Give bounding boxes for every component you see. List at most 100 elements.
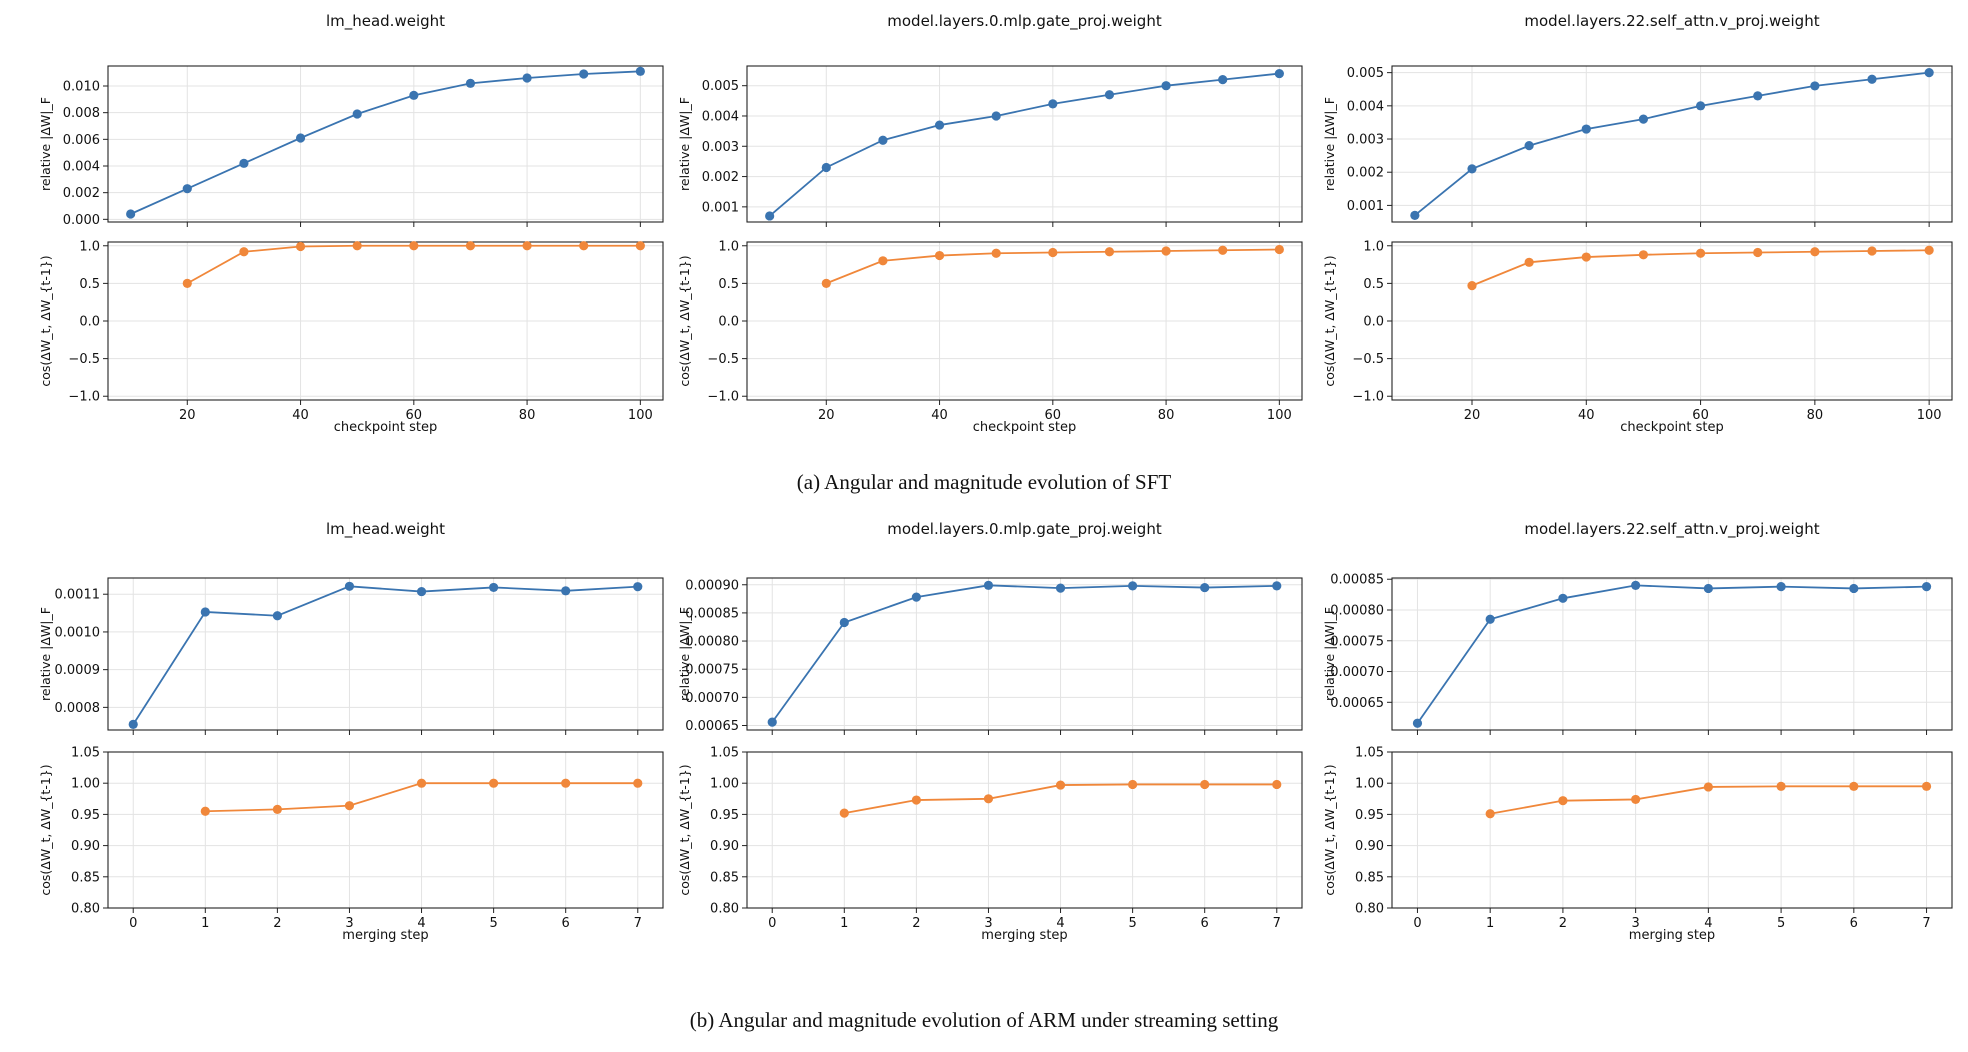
chart-b-2-top-point-1 (839, 617, 849, 628)
axes-frame (107, 751, 664, 909)
y-tick-label: 0.006 (63, 133, 100, 148)
y-tick-label: 0.00085 (685, 606, 739, 621)
y-tick-label: 0.000 (63, 213, 100, 228)
chart-b-3-top-point-1 (1485, 614, 1495, 624)
y-tick-label: 0.85 (1355, 870, 1384, 885)
y-tick-label: 1.05 (710, 746, 739, 761)
x-tick-label: 100 (628, 408, 653, 423)
y-tick-label: 0.00090 (685, 578, 739, 593)
chart-b-2-bottom-point-4 (1128, 779, 1138, 790)
chart-a-1-bottom-point-8 (635, 241, 645, 251)
y-tick-label: 0.0011 (55, 588, 101, 603)
chart-b-1-top-point-1 (200, 607, 210, 617)
chart-a-1-top-point-7 (522, 73, 532, 83)
x-tick-label: 5 (489, 916, 497, 931)
chart-b-3-top-point-0 (1412, 718, 1423, 728)
x-tick-label: 80 (519, 408, 536, 423)
chart-b-1-top-point-4 (416, 586, 427, 597)
x-tick-label: 2 (1559, 916, 1567, 931)
chart-b-3-bottom-point-4 (1776, 781, 1786, 791)
axes-frame (1391, 65, 1953, 223)
chart-a-2-bottom-point-2 (934, 250, 945, 261)
chart-b-1-top-point-6 (561, 586, 571, 596)
chart-a-2-top-point-4 (991, 111, 1001, 121)
chart-a-1-top-point-0 (126, 209, 136, 219)
y-tick-label: 0.004 (63, 160, 100, 175)
y-tick-label: 0.00085 (1330, 573, 1384, 588)
chart-a-2-top-point-9 (1274, 68, 1284, 79)
x-tick-label: 7 (634, 916, 642, 931)
chart-b-1-xlabel: merging step (342, 928, 428, 943)
chart-a-3-bottom-point-6 (1810, 247, 1820, 257)
chart-a-3-top-ylabel: relative |ΔW|_F (1322, 97, 1337, 191)
chart-a-3-bottom-point-2 (1581, 252, 1591, 262)
x-tick-label: 20 (1464, 408, 1481, 423)
y-tick-label: 0.010 (63, 80, 100, 95)
chart-b-3-title: model.layers.22.self_attn.v_proj.weight (1524, 520, 1819, 539)
chart-a-3-top-point-9 (1924, 68, 1934, 78)
x-tick-label: 4 (417, 916, 425, 931)
chart-a-2-top-point-0 (765, 211, 775, 221)
chart-b-2-top-point-2 (911, 592, 921, 602)
y-tick-label: 0.90 (1355, 839, 1384, 854)
chart-a-3-title: model.layers.22.self_attn.v_proj.weight (1524, 12, 1819, 31)
chart-a-3-top-panel: 0.001 0.002 0.003 0.004 0.005 relative |ΔW|_F (1322, 65, 1953, 227)
chart-b-2-bottom-point-6 (1272, 779, 1282, 790)
chart-b-2-top-point-0 (767, 717, 777, 727)
y-tick-label: 0.95 (710, 808, 739, 823)
y-tick-label: 0.001 (702, 200, 739, 215)
chart-a-2-top-point-7 (1161, 81, 1171, 91)
x-tick-label: 20 (179, 408, 196, 423)
chart-b-2-bottom-point-1 (911, 795, 921, 805)
chart-a-2-bottom-point-7 (1218, 245, 1228, 255)
chart-b-1-top-ylabel: relative |ΔW|_F (38, 607, 53, 701)
chart-a-1-bottom-point-0 (182, 278, 192, 288)
axes-frame (746, 577, 1303, 731)
chart-a-1-top-panel: 0.000 0.002 0.004 0.006 0.008 0.010 relative |… (38, 65, 664, 228)
chart-a-3-top-point-5 (1695, 101, 1706, 111)
chart-b-1-top-point-3 (344, 581, 355, 591)
chart-a-3-bottom-point-4 (1695, 248, 1706, 258)
y-tick-label: 1.0 (718, 239, 739, 254)
chart-b-1-bottom-point-0 (200, 806, 210, 816)
y-tick-label: 0.0008 (55, 701, 101, 716)
y-tick-label: 0.90 (710, 839, 739, 854)
x-tick-label: 4 (1704, 916, 1712, 931)
chart-b-2-top-panel: 0.00065 0.00070 0.00075 0.00080 0.00085 0.000… (677, 577, 1303, 735)
chart-a-2-top-point-5 (1048, 99, 1058, 109)
x-tick-label: 100 (1917, 408, 1942, 423)
y-tick-label: 0.003 (702, 140, 739, 155)
y-tick-label: 0.5 (718, 277, 739, 292)
y-tick-label: 0.0 (718, 315, 739, 330)
x-tick-label: 0 (129, 916, 137, 931)
y-tick-label: −1.0 (1352, 390, 1384, 405)
y-tick-label: 1.00 (71, 777, 100, 792)
y-tick-label: 0.002 (702, 170, 739, 185)
y-tick-label: 0.00075 (685, 663, 739, 678)
y-tick-label: 1.00 (1355, 777, 1384, 792)
axes-frame (107, 577, 664, 731)
x-tick-label: 1 (1486, 916, 1494, 931)
chart-b-2-xlabel: merging step (981, 928, 1067, 943)
y-tick-label: 0.00065 (1330, 696, 1384, 711)
chart-a-1-top-point-2 (239, 158, 249, 168)
y-tick-label: 0.95 (1355, 808, 1384, 823)
x-tick-label: 5 (1128, 916, 1136, 931)
y-tick-label: 0.95 (71, 808, 100, 823)
x-tick-label: 7 (1922, 916, 1930, 931)
caption-b: (b) Angular and magnitude evolution of A… (689, 1008, 1279, 1032)
y-tick-label: 0.0010 (55, 625, 101, 640)
chart-a-1-xlabel: checkpoint step (334, 420, 437, 435)
y-tick-label: 1.00 (710, 777, 739, 792)
chart-a-1-bottom-panel: −1.0 −0.5 0.0 0.5 1.0 20 40 60 80 100 cos(ΔW_t, ΔW… (38, 239, 664, 423)
x-tick-label: 40 (292, 408, 309, 423)
chart-b-3-top-point-5 (1776, 582, 1786, 592)
chart-a-1-top-point-6 (465, 78, 476, 88)
x-tick-label: 80 (1158, 408, 1175, 423)
chart-a-2-title: model.layers.0.mlp.gate_proj.weight (887, 12, 1162, 31)
chart-a-2-top-point-1 (821, 162, 831, 173)
y-tick-label: 0.00065 (685, 719, 739, 734)
chart-a-2-bottom-point-4 (1048, 247, 1058, 258)
